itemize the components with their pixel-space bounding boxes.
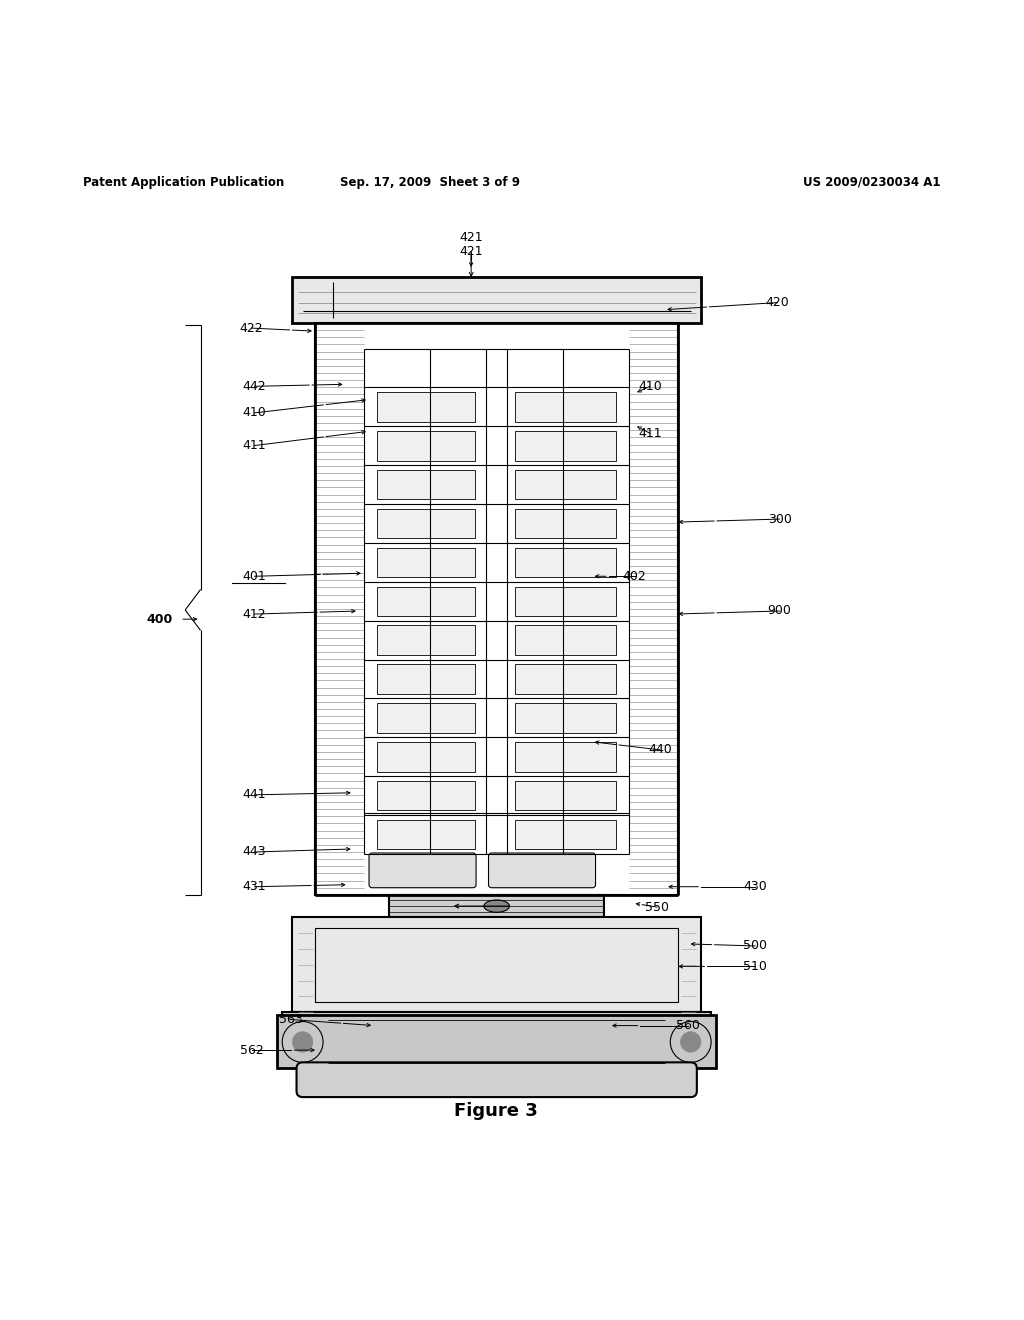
Text: US 2009/0230034 A1: US 2009/0230034 A1 [804,176,941,189]
FancyBboxPatch shape [377,548,475,577]
Text: 401: 401 [243,570,266,582]
Text: 431: 431 [243,880,266,894]
FancyBboxPatch shape [515,664,616,694]
FancyBboxPatch shape [377,742,475,772]
FancyBboxPatch shape [293,277,700,323]
Text: 500: 500 [743,940,767,953]
Circle shape [293,1032,313,1052]
Text: 420: 420 [766,296,790,309]
FancyBboxPatch shape [515,704,616,733]
FancyBboxPatch shape [297,1063,697,1097]
FancyBboxPatch shape [315,323,679,895]
Text: 300: 300 [768,512,792,525]
FancyBboxPatch shape [283,1012,711,1018]
Text: 510: 510 [743,960,767,973]
FancyBboxPatch shape [515,820,616,849]
Circle shape [681,1032,700,1052]
Text: 422: 422 [240,322,263,334]
FancyBboxPatch shape [377,781,475,810]
FancyBboxPatch shape [515,508,616,539]
FancyBboxPatch shape [515,470,616,499]
FancyBboxPatch shape [515,626,616,655]
FancyBboxPatch shape [377,430,475,461]
Text: 441: 441 [243,788,266,801]
Text: 562: 562 [240,1044,263,1056]
FancyBboxPatch shape [293,917,700,1012]
FancyBboxPatch shape [377,704,475,733]
FancyBboxPatch shape [377,586,475,616]
FancyBboxPatch shape [278,1015,716,1068]
Text: 563: 563 [279,1012,302,1026]
Text: Patent Application Publication: Patent Application Publication [83,176,285,189]
Text: 412: 412 [243,607,266,620]
FancyBboxPatch shape [377,626,475,655]
Text: 440: 440 [648,743,672,756]
Text: Figure 3: Figure 3 [454,1102,538,1121]
Text: 421: 421 [460,231,483,244]
FancyBboxPatch shape [377,470,475,499]
Text: 430: 430 [743,880,767,894]
FancyBboxPatch shape [377,508,475,539]
FancyBboxPatch shape [369,853,476,888]
Text: 411: 411 [243,440,266,451]
Text: 550: 550 [645,900,669,913]
FancyBboxPatch shape [515,742,616,772]
Text: 410: 410 [638,380,662,393]
Text: 421: 421 [460,246,483,257]
FancyBboxPatch shape [377,392,475,421]
FancyBboxPatch shape [488,853,596,888]
FancyBboxPatch shape [377,820,475,849]
FancyBboxPatch shape [389,895,604,917]
Text: 900: 900 [768,605,792,618]
FancyBboxPatch shape [515,392,616,421]
FancyBboxPatch shape [515,586,616,616]
FancyBboxPatch shape [515,430,616,461]
FancyBboxPatch shape [515,548,616,577]
Text: 443: 443 [243,846,266,858]
Text: 560: 560 [676,1019,699,1032]
Text: 400: 400 [146,612,173,626]
Text: 402: 402 [623,570,646,582]
Text: 410: 410 [243,407,266,420]
Text: 442: 442 [243,380,266,393]
Text: 411: 411 [638,426,662,440]
Text: Sep. 17, 2009  Sheet 3 of 9: Sep. 17, 2009 Sheet 3 of 9 [340,176,520,189]
Ellipse shape [484,900,510,912]
FancyBboxPatch shape [377,664,475,694]
FancyBboxPatch shape [515,781,616,810]
